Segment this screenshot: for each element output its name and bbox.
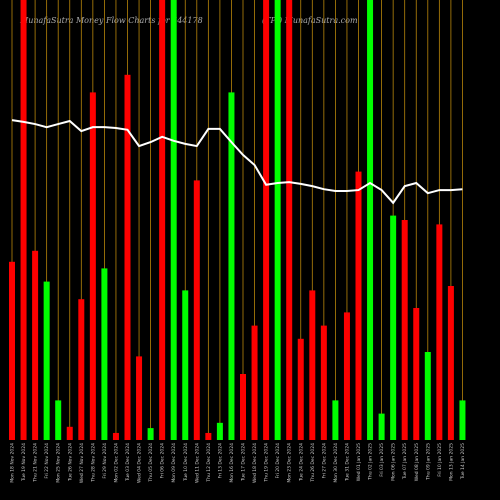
x-tick-label: Mon 06 Jan 2025 [391, 443, 397, 481]
bar [320, 325, 327, 440]
x-tick-label: Wed 11 Dec 2024 [194, 443, 200, 483]
x-tick-label: Mon 30 Dec 2024 [333, 443, 339, 483]
bar [424, 352, 431, 440]
bar [159, 0, 166, 440]
bar [309, 290, 316, 440]
bar [66, 426, 73, 440]
x-tick-label: Thu 28 Nov 2024 [90, 443, 96, 483]
bar [112, 432, 119, 440]
bar [355, 171, 362, 440]
bar [274, 0, 281, 440]
bar [367, 0, 374, 440]
x-tick-label: Thu 05 Dec 2024 [148, 443, 154, 483]
x-tick-label: Wed 04 Dec 2024 [137, 443, 143, 483]
bar [413, 308, 420, 440]
x-tick-label: Mon 23 Dec 2024 [287, 443, 293, 483]
x-tick-label: Thu 19 Dec 2024 [264, 443, 270, 483]
bar [136, 356, 143, 440]
bar [332, 400, 339, 440]
x-tick-label: Wed 27 Nov 2024 [79, 443, 85, 483]
bar [193, 180, 200, 440]
x-tick-label: Tue 10 Dec 2024 [183, 443, 189, 482]
money-flow-line [11, 119, 463, 205]
bar [436, 224, 443, 440]
bar [263, 0, 270, 440]
bar [124, 74, 131, 441]
x-tick-label: Tue 03 Dec 2024 [125, 443, 131, 482]
x-tick-label: Mon 02 Dec 2024 [113, 443, 119, 483]
bar [32, 250, 39, 440]
bar [101, 268, 108, 440]
x-tick-label: Fri 06 Dec 2024 [160, 443, 166, 479]
x-tick-label: Fri 13 Dec 2024 [217, 443, 223, 479]
x-tick-label: Tue 31 Dec 2024 [344, 443, 350, 482]
bar [20, 0, 27, 440]
x-tick-label: Mon 25 Nov 2024 [56, 443, 62, 483]
bar [390, 215, 397, 440]
x-tick-label: Tue 24 Dec 2024 [298, 443, 304, 482]
bar [205, 432, 212, 440]
x-tick-label: Fri 29 Nov 2024 [102, 443, 108, 479]
bar [78, 299, 85, 440]
bar [89, 92, 96, 441]
bar [297, 338, 304, 440]
x-tick-label: Fri 22 Nov 2024 [44, 443, 50, 479]
x-tick-label: Thu 02 Jan 2025 [368, 443, 374, 481]
bar [147, 428, 154, 440]
x-tick-label: Fri 20 Dec 2024 [275, 443, 281, 479]
x-tick-label: Thu 26 Dec 2024 [310, 443, 316, 483]
bar [55, 400, 62, 440]
bar [170, 0, 177, 440]
bar [43, 281, 50, 440]
x-tick-label: Tue 17 Dec 2024 [241, 443, 247, 482]
chart-subtitle: (TPI) MunafaSutra.com [262, 16, 358, 25]
x-tick-label: Wed 01 Jan 2025 [356, 443, 362, 481]
x-tick-label: Tue 19 Nov 2024 [21, 443, 27, 482]
bar [401, 220, 408, 440]
bar [378, 413, 385, 440]
chart-title: MunafaSutra Money Flow Charts for 544178 [19, 16, 203, 25]
x-tick-label: Thu 09 Jan 2025 [425, 443, 431, 481]
x-tick-label: Mon 16 Dec 2024 [229, 443, 235, 483]
x-tick-label: Mon 13 Jan 2025 [448, 443, 454, 481]
x-tick-label: Tue 14 Jan 2025 [460, 443, 466, 480]
x-tick-label: Mon 18 Nov 2024 [10, 443, 16, 483]
bar [9, 261, 15, 440]
bar [286, 0, 293, 440]
bar [447, 286, 454, 440]
x-tick-label: Wed 08 Jan 2025 [414, 443, 420, 481]
bar [251, 325, 258, 440]
bar [240, 374, 246, 440]
x-tick-label: Thu 12 Dec 2024 [206, 443, 212, 483]
bar [459, 400, 466, 440]
x-tick-label: Fri 03 Jan 2025 [379, 443, 385, 477]
bar [228, 92, 235, 441]
x-tick-label: Wed 18 Dec 2024 [252, 443, 258, 483]
x-tick-label: Fri 10 Jan 2025 [437, 443, 443, 477]
x-tick-label: Tue 26 Nov 2024 [67, 443, 73, 482]
bar [216, 422, 223, 440]
x-tick-label: Mon 09 Dec 2024 [171, 443, 177, 483]
x-tick-label: Fri 27 Dec 2024 [321, 443, 327, 479]
x-tick-label: Thu 21 Nov 2024 [33, 443, 39, 483]
bar [182, 290, 189, 440]
bar [343, 312, 350, 440]
x-tick-label: Tue 07 Jan 2025 [402, 443, 408, 480]
